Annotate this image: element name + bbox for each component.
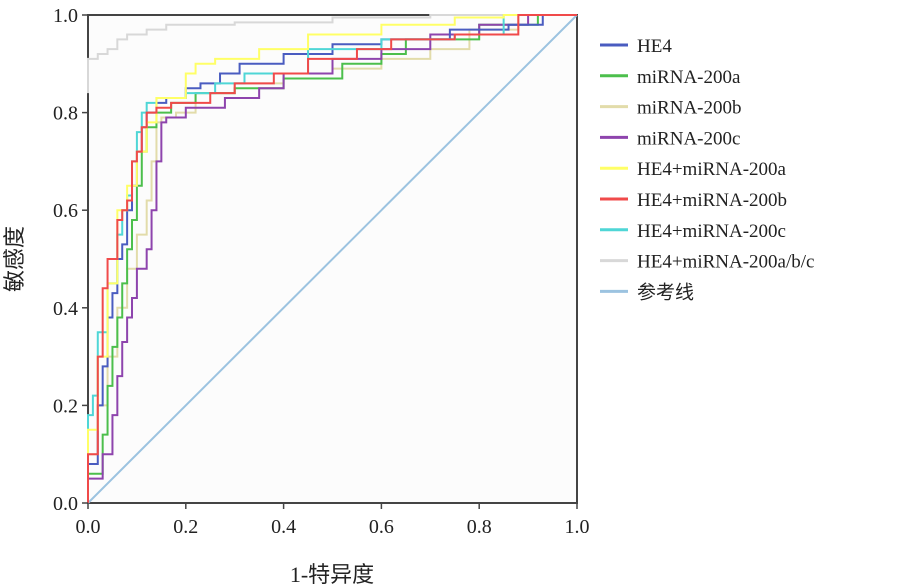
y-tick-label: 0.2 [53,395,78,417]
legend-label: miRNA-200b [637,98,742,119]
y-tick-label: 0.0 [53,493,78,515]
y-tick-label: 0.6 [53,200,78,222]
x-tick-label: 0.8 [467,516,492,538]
legend-label: HE4+miRNA-200a [637,159,787,180]
legend: HE4 miRNA-200a miRNA-200b miRNA-200c HE4+miR… [600,36,814,303]
y-tick-label: 0.4 [53,298,78,320]
legend-label: miRNA-200c [637,128,740,149]
y-tick-label: 0.8 [53,103,78,125]
legend-label: HE4+miRNA-200b [637,190,787,211]
x-tick-label: 0.2 [173,516,198,538]
x-tick-label: 1.0 [565,516,590,538]
legend-label: 参考线 [637,281,694,303]
y-axis-label: 敏感度 [2,226,27,292]
series-line-3 [87,14,577,503]
series-line-4 [87,14,577,503]
x-axis-label: 1-特异度 [290,562,374,587]
legend-label: HE4 [637,36,672,57]
legend-label: miRNA-200a [637,67,741,88]
x-tick-label: 0.6 [369,516,394,538]
legend-label: HE4+miRNA-200c [637,221,786,242]
series-line-8 [87,14,578,504]
y-tick-label: 1.0 [53,5,78,27]
series-line-5 [87,14,577,503]
series-line-7 [87,14,577,94]
x-tick-label: 0.4 [271,516,296,538]
x-tick-label: 0.0 [76,516,101,538]
legend-label: HE4+miRNA-200a/b/c [637,252,814,273]
